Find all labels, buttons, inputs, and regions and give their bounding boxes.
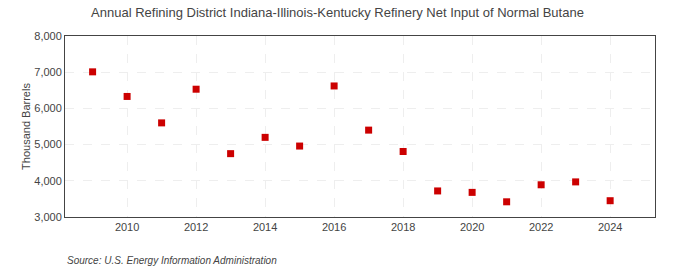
svg-text:8,000: 8,000 xyxy=(34,30,62,42)
svg-text:5,000: 5,000 xyxy=(34,138,62,150)
svg-text:2012: 2012 xyxy=(184,221,208,233)
svg-text:Source: U.S. Energy Informatio: Source: U.S. Energy Information Administ… xyxy=(67,255,277,266)
svg-text:2024: 2024 xyxy=(598,221,622,233)
svg-text:4,000: 4,000 xyxy=(34,175,62,187)
svg-text:2022: 2022 xyxy=(529,221,553,233)
svg-text:3,000: 3,000 xyxy=(34,211,62,223)
svg-text:2018: 2018 xyxy=(391,221,415,233)
svg-text:7,000: 7,000 xyxy=(34,66,62,78)
svg-text:2014: 2014 xyxy=(253,221,277,233)
svg-text:2016: 2016 xyxy=(322,221,346,233)
svg-text:2020: 2020 xyxy=(460,221,484,233)
svg-text:Thousand Barrels: Thousand Barrels xyxy=(20,83,32,170)
svg-text:Annual Refining District India: Annual Refining District Indiana-Illinoi… xyxy=(91,5,584,20)
svg-text:6,000: 6,000 xyxy=(34,102,62,114)
svg-text:2010: 2010 xyxy=(115,221,139,233)
